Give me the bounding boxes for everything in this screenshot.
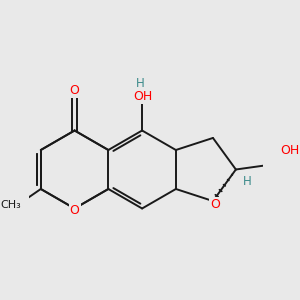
Text: CH₃: CH₃ xyxy=(0,200,21,210)
Text: OH: OH xyxy=(280,144,300,157)
Text: OH: OH xyxy=(133,90,152,103)
Text: H: H xyxy=(136,77,145,90)
Text: O: O xyxy=(70,204,80,217)
Text: O: O xyxy=(70,84,80,97)
Text: O: O xyxy=(210,198,220,212)
Text: H: H xyxy=(242,176,251,188)
